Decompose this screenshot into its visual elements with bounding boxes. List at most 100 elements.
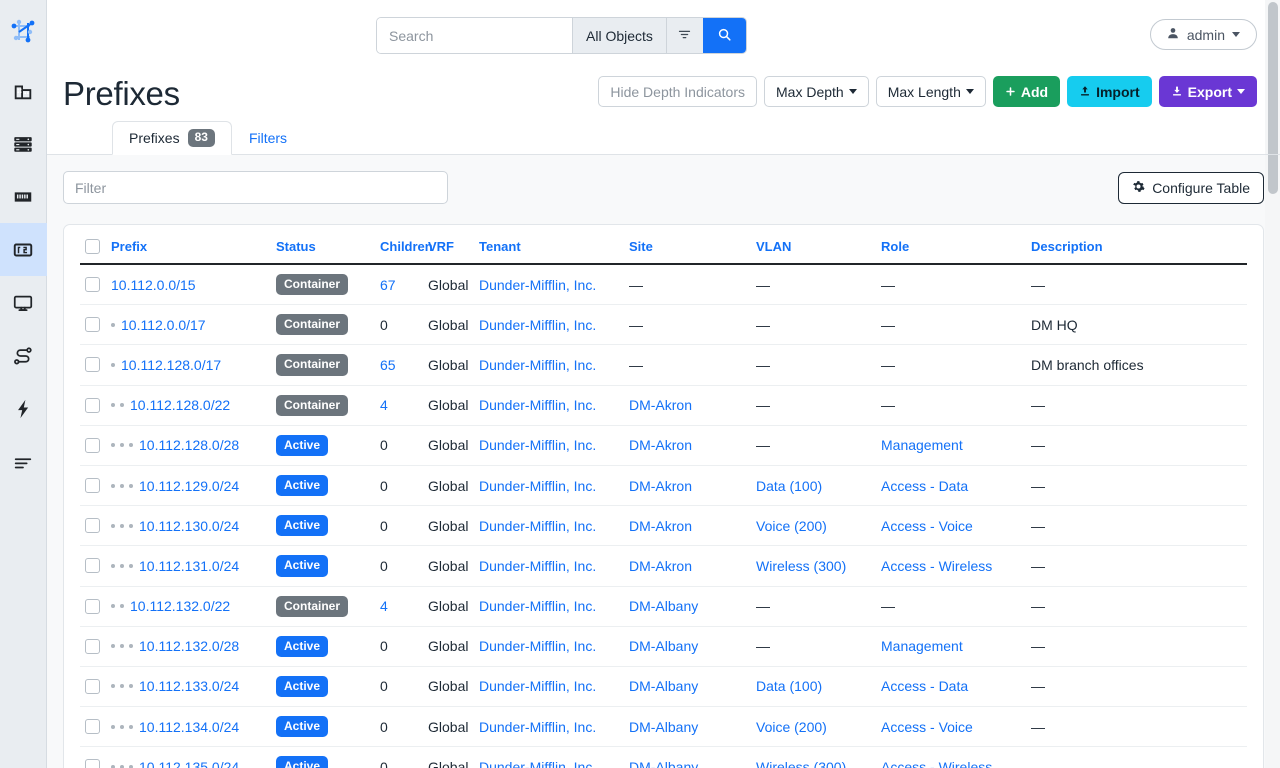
import-button[interactable]: Import xyxy=(1067,76,1152,107)
site-link[interactable]: DM-Albany xyxy=(629,718,699,735)
tenant-link[interactable]: Dunder-Mifflin, Inc. xyxy=(479,517,597,534)
site-link[interactable]: DM-Albany xyxy=(629,678,699,695)
export-button[interactable]: Export xyxy=(1158,76,1257,107)
tenant-link[interactable]: Dunder-Mifflin, Inc. xyxy=(479,276,597,293)
role-link[interactable]: Access - Wireless xyxy=(881,758,993,768)
site-link[interactable]: DM-Akron xyxy=(629,437,693,454)
tenant-link[interactable]: Dunder-Mifflin, Inc. xyxy=(479,718,597,735)
site-link[interactable]: DM-Akron xyxy=(629,517,693,534)
role-link[interactable]: Access - Wireless xyxy=(881,557,993,574)
vertical-scrollbar-thumb[interactable] xyxy=(1268,2,1278,194)
column-header-site[interactable]: Site xyxy=(624,225,751,265)
table-filter-input[interactable] xyxy=(63,171,448,204)
netbox-logo[interactable] xyxy=(0,0,47,64)
user-menu[interactable]: admin xyxy=(1149,19,1257,50)
configure-table-button[interactable]: Configure Table xyxy=(1118,171,1264,204)
row-checkbox[interactable] xyxy=(85,598,100,614)
prefix-link[interactable]: 10.112.130.0/24 xyxy=(139,517,240,534)
role-link[interactable]: Access - Data xyxy=(881,678,969,695)
prefix-link[interactable]: 10.112.132.0/28 xyxy=(139,638,240,655)
column-header-tenant[interactable]: Tenant xyxy=(474,225,624,265)
role-link[interactable]: Management xyxy=(881,638,963,655)
sidebar-item-virtualization[interactable] xyxy=(0,276,47,329)
site-link[interactable]: DM-Akron xyxy=(629,477,693,494)
prefix-link[interactable]: 10.112.0.0/17 xyxy=(121,316,206,333)
row-checkbox[interactable] xyxy=(85,277,100,293)
row-checkbox[interactable] xyxy=(85,437,100,453)
prefix-link[interactable]: 10.112.131.0/24 xyxy=(139,557,240,574)
children-count[interactable]: 4 xyxy=(380,397,388,414)
vlan-link[interactable]: Data (100) xyxy=(756,678,823,695)
select-all-checkbox[interactable] xyxy=(85,239,100,254)
role-link[interactable]: Management xyxy=(881,437,963,454)
vlan-link[interactable]: Voice (200) xyxy=(756,517,827,534)
sidebar-item-devices[interactable] xyxy=(0,117,47,170)
column-header-children[interactable]: Children xyxy=(375,225,433,265)
prefix-link[interactable]: 10.112.135.0/24 xyxy=(139,758,240,768)
site-link[interactable]: DM-Albany xyxy=(629,638,699,655)
site-link[interactable]: DM-Akron xyxy=(629,397,693,414)
row-checkbox[interactable] xyxy=(85,357,100,373)
tenant-link[interactable]: Dunder-Mifflin, Inc. xyxy=(479,758,597,768)
search-scope-selector[interactable]: All Objects xyxy=(572,18,666,53)
tenant-link[interactable]: Dunder-Mifflin, Inc. xyxy=(479,477,597,494)
prefix-link[interactable]: 10.112.129.0/24 xyxy=(139,477,240,494)
children-count[interactable]: 67 xyxy=(380,276,396,293)
tenant-link[interactable]: Dunder-Mifflin, Inc. xyxy=(479,598,597,615)
vlan-link[interactable]: Wireless (300) xyxy=(756,557,847,574)
tenant-link[interactable]: Dunder-Mifflin, Inc. xyxy=(479,356,597,373)
sidebar-item-organization[interactable] xyxy=(0,64,47,117)
role-link[interactable]: Access - Voice xyxy=(881,718,973,735)
row-checkbox[interactable] xyxy=(85,518,100,534)
prefix-link[interactable]: 10.112.134.0/24 xyxy=(139,718,240,735)
site-link[interactable]: DM-Albany xyxy=(629,758,699,768)
site-link[interactable]: DM-Akron xyxy=(629,557,693,574)
hide-depth-indicators-button[interactable]: Hide Depth Indicators xyxy=(598,76,757,107)
children-count[interactable]: 4 xyxy=(380,598,388,615)
search-filter-button[interactable] xyxy=(665,18,703,53)
prefix-link[interactable]: 10.112.128.0/22 xyxy=(130,397,231,414)
tenant-link[interactable]: Dunder-Mifflin, Inc. xyxy=(479,316,597,333)
prefix-link[interactable]: 10.112.132.0/22 xyxy=(130,598,231,615)
column-header-description[interactable]: Description xyxy=(1026,225,1247,265)
max-length-dropdown[interactable]: Max Length xyxy=(875,76,986,107)
vlan-link[interactable]: Data (100) xyxy=(756,477,823,494)
column-header-vrf[interactable]: VRF xyxy=(423,225,474,265)
vertical-scrollbar-track[interactable] xyxy=(1265,0,1280,768)
prefix-link[interactable]: 10.112.0.0/15 xyxy=(111,276,196,293)
column-header-role[interactable]: Role xyxy=(876,225,1026,265)
add-button[interactable]: Add xyxy=(992,76,1061,107)
sidebar-item-other[interactable] xyxy=(0,435,47,488)
column-header-vlan[interactable]: VLAN xyxy=(751,225,876,265)
row-checkbox[interactable] xyxy=(85,478,100,494)
role-link[interactable]: Access - Data xyxy=(881,477,969,494)
tenant-link[interactable]: Dunder-Mifflin, Inc. xyxy=(479,397,597,414)
tenant-link[interactable]: Dunder-Mifflin, Inc. xyxy=(479,557,597,574)
tenant-link[interactable]: Dunder-Mifflin, Inc. xyxy=(479,437,597,454)
row-checkbox[interactable] xyxy=(85,397,100,413)
tab-prefixes[interactable]: Prefixes 83 xyxy=(112,120,232,155)
sidebar-item-connections[interactable] xyxy=(0,170,47,223)
row-checkbox[interactable] xyxy=(85,719,100,735)
search-submit-button[interactable] xyxy=(702,18,746,53)
row-checkbox[interactable] xyxy=(85,558,100,574)
prefix-link[interactable]: 10.112.133.0/24 xyxy=(139,678,240,695)
row-checkbox[interactable] xyxy=(85,317,100,333)
prefix-link[interactable]: 10.112.128.0/28 xyxy=(139,437,240,454)
sidebar-item-circuits[interactable] xyxy=(0,329,47,382)
row-checkbox[interactable] xyxy=(85,678,100,694)
vlan-link[interactable]: Wireless (300) xyxy=(756,758,847,768)
max-depth-dropdown[interactable]: Max Depth xyxy=(764,76,869,107)
vlan-link[interactable]: Voice (200) xyxy=(756,718,827,735)
sidebar-item-ipam[interactable] xyxy=(0,223,47,276)
tab-filters[interactable]: Filters xyxy=(232,121,304,155)
tenant-link[interactable]: Dunder-Mifflin, Inc. xyxy=(479,638,597,655)
column-header-status[interactable]: Status xyxy=(271,225,375,265)
sidebar-item-power[interactable] xyxy=(0,382,47,435)
prefix-link[interactable]: 10.112.128.0/17 xyxy=(121,356,222,373)
search-input[interactable] xyxy=(377,18,572,53)
tenant-link[interactable]: Dunder-Mifflin, Inc. xyxy=(479,678,597,695)
row-checkbox[interactable] xyxy=(85,759,100,768)
children-count[interactable]: 65 xyxy=(380,356,396,373)
column-header-prefix[interactable]: Prefix xyxy=(106,225,271,265)
